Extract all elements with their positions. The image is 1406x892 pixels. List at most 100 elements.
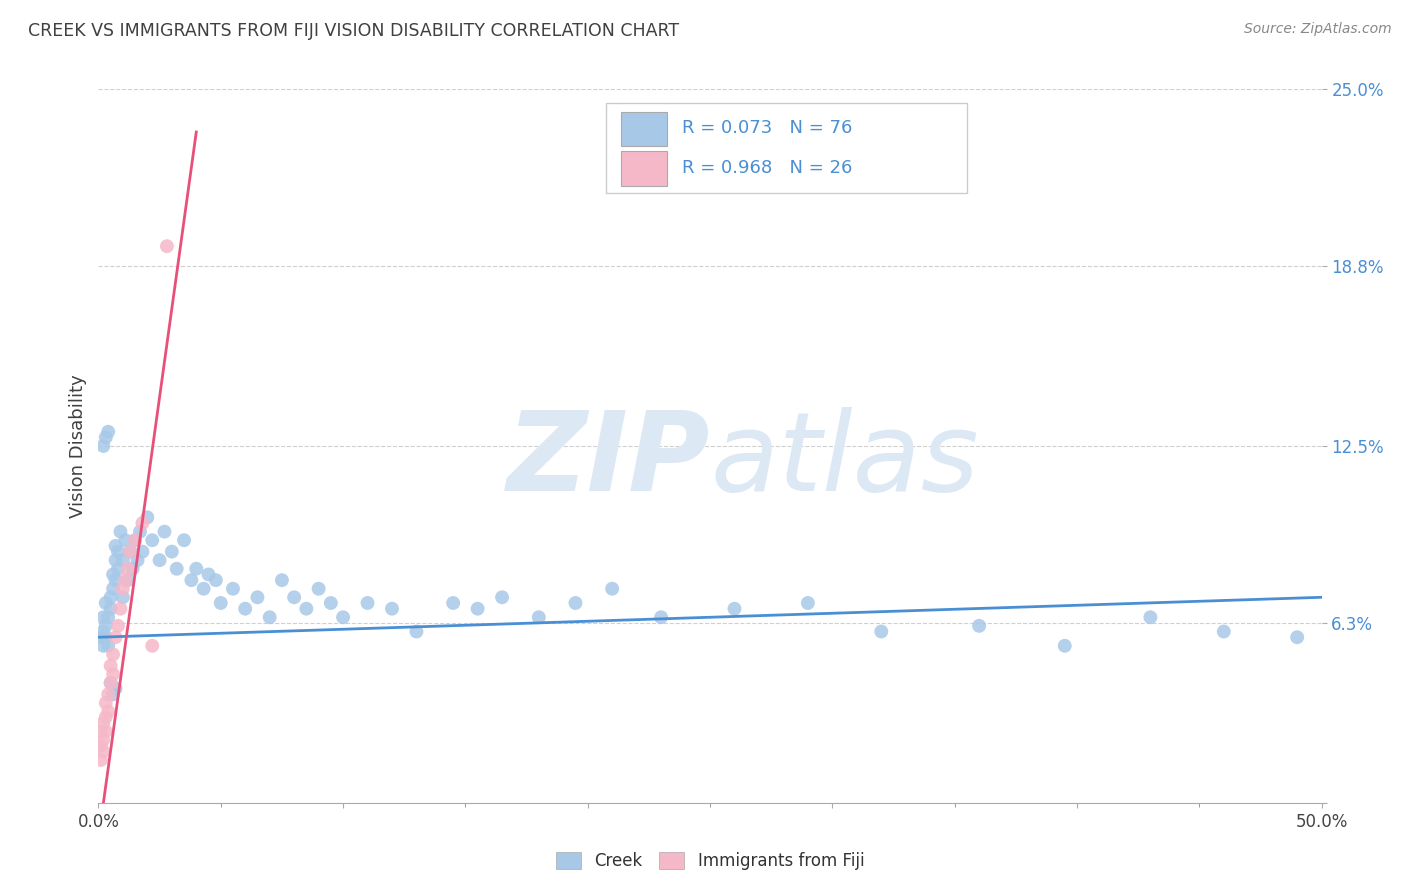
Point	[149, 553, 172, 567]
Point	[94, 696, 117, 710]
Point	[97, 639, 120, 653]
Y-axis label: Vision Disability: Vision Disability	[69, 374, 87, 518]
Point	[124, 533, 146, 548]
Point	[156, 239, 179, 253]
Point	[97, 687, 120, 701]
Point	[120, 544, 142, 558]
Point	[97, 425, 120, 439]
Point	[111, 591, 134, 605]
Point	[1139, 610, 1161, 624]
Point	[127, 553, 149, 567]
Point	[117, 573, 139, 587]
Point	[91, 639, 114, 653]
Point	[104, 573, 127, 587]
Point	[90, 724, 112, 739]
Point	[1212, 624, 1234, 639]
Point	[467, 601, 489, 615]
Point	[111, 553, 134, 567]
Point	[117, 562, 139, 576]
Point	[101, 687, 124, 701]
Text: ZIP: ZIP	[506, 407, 710, 514]
Point	[209, 596, 232, 610]
Point	[136, 510, 159, 524]
Point	[124, 533, 146, 548]
Point	[205, 573, 228, 587]
Point	[870, 624, 893, 639]
Point	[319, 596, 342, 610]
Text: atlas: atlas	[710, 407, 979, 514]
Point	[283, 591, 305, 605]
Point	[90, 739, 112, 753]
Point	[193, 582, 215, 596]
Point	[101, 582, 124, 596]
Point	[91, 744, 114, 758]
Point	[180, 573, 202, 587]
Point	[308, 582, 330, 596]
Point	[94, 710, 117, 724]
Point	[94, 596, 117, 610]
Point	[97, 705, 120, 719]
Point	[246, 591, 269, 605]
Point	[332, 610, 354, 624]
Point	[967, 619, 990, 633]
Point	[90, 753, 112, 767]
Point	[104, 553, 127, 567]
Point	[166, 562, 188, 576]
Point	[491, 591, 513, 605]
Point	[173, 533, 195, 548]
Point	[100, 676, 122, 690]
Point	[91, 439, 114, 453]
Point	[120, 544, 142, 558]
Point	[110, 524, 132, 539]
Point	[222, 582, 245, 596]
Point	[131, 516, 153, 530]
Point	[114, 533, 136, 548]
Point	[101, 667, 124, 681]
Point	[600, 582, 623, 596]
FancyBboxPatch shape	[620, 152, 668, 186]
Point	[797, 596, 820, 610]
Point	[270, 573, 294, 587]
Point	[110, 601, 132, 615]
Point	[527, 610, 550, 624]
Point	[91, 624, 114, 639]
Point	[114, 573, 136, 587]
Point	[104, 539, 127, 553]
Legend: Creek, Immigrants from Fiji: Creek, Immigrants from Fiji	[550, 845, 870, 877]
Point	[91, 715, 114, 730]
Point	[141, 639, 163, 653]
Point	[91, 733, 114, 747]
Point	[94, 724, 117, 739]
Point	[101, 648, 124, 662]
Point	[441, 596, 464, 610]
Point	[100, 591, 122, 605]
Point	[723, 601, 745, 615]
Point	[104, 630, 127, 644]
Point	[94, 430, 117, 444]
FancyBboxPatch shape	[620, 112, 668, 146]
Point	[356, 596, 378, 610]
Point	[650, 610, 672, 624]
Point	[101, 567, 124, 582]
Point	[107, 544, 129, 558]
Point	[90, 630, 112, 644]
Point	[153, 524, 176, 539]
Text: R = 0.073   N = 76: R = 0.073 N = 76	[682, 120, 852, 137]
Point	[564, 596, 586, 610]
Point	[186, 562, 208, 576]
Point	[91, 610, 114, 624]
Point	[131, 544, 153, 558]
Text: CREEK VS IMMIGRANTS FROM FIJI VISION DISABILITY CORRELATION CHART: CREEK VS IMMIGRANTS FROM FIJI VISION DIS…	[28, 22, 679, 40]
Point	[100, 601, 122, 615]
Point	[97, 610, 120, 624]
Point	[107, 562, 129, 576]
Text: R = 0.968   N = 26: R = 0.968 N = 26	[682, 160, 852, 178]
Point	[94, 630, 117, 644]
Point	[381, 601, 404, 615]
Point	[259, 610, 281, 624]
Point	[104, 681, 127, 696]
Point	[1053, 639, 1076, 653]
Text: Source: ZipAtlas.com: Source: ZipAtlas.com	[1244, 22, 1392, 37]
Point	[100, 658, 122, 673]
Point	[100, 676, 122, 690]
